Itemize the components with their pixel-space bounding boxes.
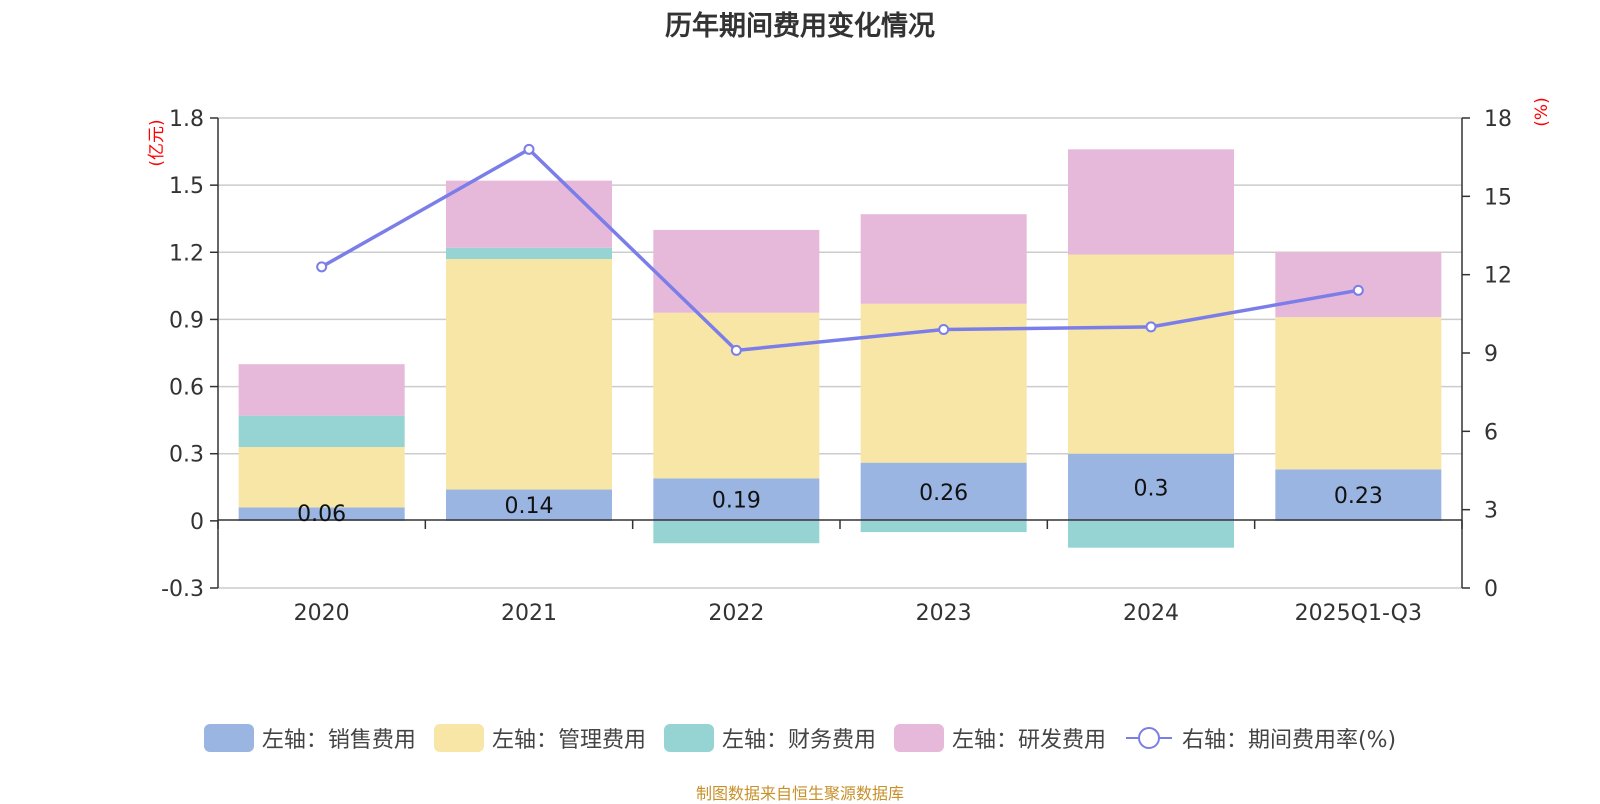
right-tick-label: 15 <box>1484 185 1512 210</box>
bar-value-label: 0.26 <box>919 481 968 506</box>
bar-value-label: 0.14 <box>505 494 554 519</box>
category-label: 2021 <box>501 601 557 626</box>
bar-series1-2025Q1-Q3 <box>1275 317 1442 470</box>
legend-label-rate: 右轴：期间费用率(%) <box>1181 728 1397 753</box>
legend-label-admin: 左轴：管理费用 <box>491 728 646 753</box>
left-tick-label: 1.5 <box>169 174 204 199</box>
bar-series3-2024 <box>1068 149 1234 255</box>
left-axis-unit-label: (亿元) <box>147 119 167 166</box>
right-tick-label: 9 <box>1484 342 1498 367</box>
legend-swatch-finance <box>663 724 714 752</box>
bar-series1-2022 <box>653 312 820 479</box>
category-label: 2025Q1-Q3 <box>1295 601 1422 626</box>
legend-swatch-rate-icon <box>1125 727 1172 749</box>
bar-series3-2020 <box>238 364 405 416</box>
rate-point-2020 <box>316 261 328 273</box>
chart-canvas: -0.3 0 0.3 0.6 0.9 1.2 1.5 1.8 0 3 6 9 12 15 18 (亿元) (%)… <box>147 97 1552 626</box>
legend-swatch-admin <box>433 724 484 752</box>
right-tick-label: 6 <box>1484 420 1498 445</box>
legend: 左轴：销售费用 左轴：管理费用 左轴：财务费用 左轴：研发费用 右轴：期间费用率… <box>0 718 1600 758</box>
bar-series0-2023 <box>860 462 1027 521</box>
bar-series0-2020 <box>238 507 405 521</box>
bar-series0-2025Q1-Q3 <box>1275 469 1442 521</box>
rate-point-2021 <box>523 143 535 155</box>
rate-point-2024 <box>1145 321 1157 333</box>
bar-series3-2022 <box>653 229 820 313</box>
left-tick-label: 1.8 <box>169 107 204 132</box>
legend-item-rate[interactable]: 右轴：期间费用率(%) <box>1124 722 1396 754</box>
bar-series0-2021 <box>446 489 612 521</box>
bar-series2-2020 <box>238 415 405 447</box>
source-note: 制图数据来自恒生聚源数据库 <box>695 784 904 803</box>
bar-value-label: 0.19 <box>712 489 761 514</box>
bar-series0-2022 <box>653 478 820 521</box>
bar-series1-2020 <box>238 447 405 508</box>
legend-item-sales[interactable]: 左轴：销售费用 <box>203 722 416 754</box>
bar-series2-2021 <box>446 247 612 259</box>
bar-series2-2024 <box>1068 520 1234 548</box>
right-axis-unit-label: (%) <box>1532 97 1552 126</box>
legend-label-rd: 左轴：研发费用 <box>951 728 1106 753</box>
legend-swatch-rd <box>893 724 944 752</box>
right-tick-label: 0 <box>1484 577 1498 602</box>
legend-label-sales: 左轴：销售费用 <box>261 728 416 753</box>
bar-series3-2025Q1-Q3 <box>1275 252 1442 318</box>
legend-item-finance[interactable]: 左轴：财务费用 <box>663 722 876 754</box>
left-tick-label: 0.3 <box>169 443 204 468</box>
bar-series3-2021 <box>446 180 612 248</box>
rate-point-2022 <box>730 344 742 356</box>
legend-swatch-sales <box>203 724 254 752</box>
left-tick-label: 1.2 <box>169 241 204 266</box>
bar-value-label: 0.06 <box>297 502 346 527</box>
legend-item-admin[interactable]: 左轴：管理费用 <box>433 722 646 754</box>
bar-series1-2021 <box>446 259 612 490</box>
bar-series2-2023 <box>860 520 1027 533</box>
legend-item-rd[interactable]: 左轴：研发费用 <box>893 722 1106 754</box>
bar-value-label: 0.3 <box>1134 476 1169 501</box>
category-label: 2020 <box>294 601 350 626</box>
bar-series1-2024 <box>1068 254 1234 454</box>
bar-series2-2022 <box>653 520 820 544</box>
bar-value-label: 0.23 <box>1334 484 1383 509</box>
rate-point-2025Q1-Q3 <box>1352 284 1364 296</box>
bar-series3-2023 <box>860 214 1027 304</box>
category-label: 2022 <box>708 601 764 626</box>
rate-point-2023 <box>938 324 950 335</box>
category-label: 2024 <box>1123 601 1179 626</box>
legend-label-finance: 左轴：财务费用 <box>721 728 876 753</box>
chart-title: 历年期间费用变化情况 <box>665 11 935 42</box>
right-tick-label: 18 <box>1484 107 1512 132</box>
bar-series0-2024 <box>1068 453 1234 521</box>
rate-line <box>320 147 1359 353</box>
category-label: 2023 <box>916 601 972 626</box>
left-tick-label: 0.6 <box>169 376 204 401</box>
left-tick-label: 0.9 <box>169 308 204 333</box>
left-tick-label: 0 <box>190 510 204 535</box>
left-tick-label: -0.3 <box>161 577 204 602</box>
right-tick-label: 12 <box>1484 264 1512 289</box>
right-tick-label: 3 <box>1484 499 1498 524</box>
